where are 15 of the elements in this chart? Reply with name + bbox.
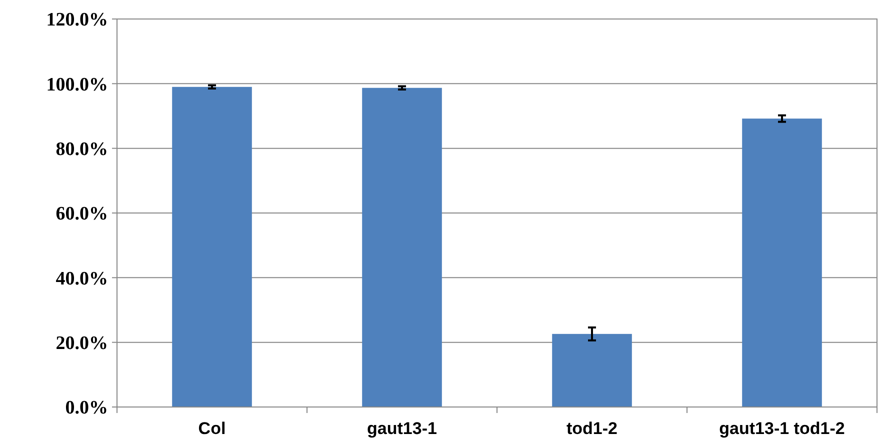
y-tick-label: 40.0% bbox=[56, 268, 108, 290]
x-tick-label: gaut13-1 tod1-2 bbox=[719, 419, 845, 438]
bar bbox=[742, 118, 822, 407]
x-tick-label: gaut13-1 bbox=[367, 419, 437, 438]
bar bbox=[172, 86, 252, 407]
x-tick-label: Col bbox=[198, 419, 226, 438]
y-tick-label: 100.0% bbox=[46, 74, 108, 96]
y-tick-label: 120.0% bbox=[46, 10, 108, 31]
x-tick-label: tod1-2 bbox=[566, 419, 618, 438]
bar bbox=[552, 334, 632, 407]
y-tick-label: 20.0% bbox=[56, 332, 108, 354]
y-tick-label: 0.0% bbox=[65, 398, 108, 419]
y-tick-label: 80.0% bbox=[56, 138, 108, 160]
bar bbox=[362, 88, 442, 407]
y-tick-label: 60.0% bbox=[56, 204, 108, 225]
